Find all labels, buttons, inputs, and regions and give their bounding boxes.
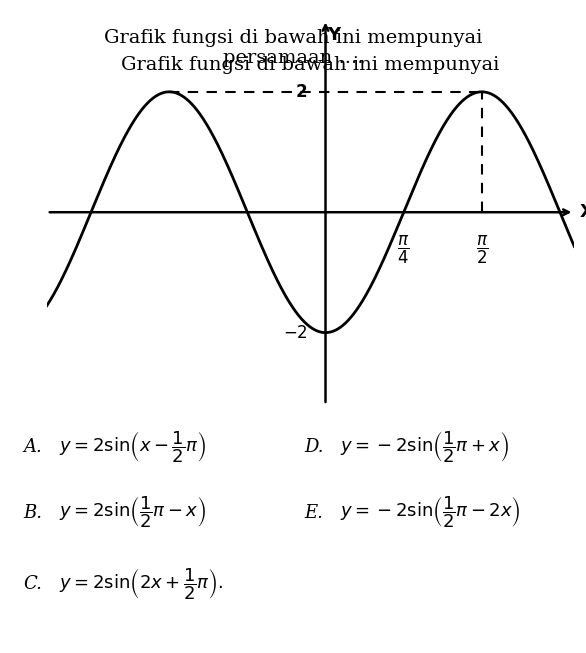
Text: Y: Y xyxy=(327,25,340,44)
Text: C.: C. xyxy=(23,575,42,594)
Text: D.: D. xyxy=(305,438,324,456)
Text: A.: A. xyxy=(23,438,42,456)
Text: $-2$: $-2$ xyxy=(282,324,308,342)
Text: $y=-2\sin\!\left(\dfrac{1}{2}\pi+x\right)$: $y=-2\sin\!\left(\dfrac{1}{2}\pi+x\right… xyxy=(340,430,509,465)
Text: $\dfrac{\pi}{2}$: $\dfrac{\pi}{2}$ xyxy=(475,233,488,266)
Text: 2: 2 xyxy=(296,83,308,101)
Text: $\dfrac{\pi}{4}$: $\dfrac{\pi}{4}$ xyxy=(397,233,410,266)
Text: $y=2\sin\!\left(x-\dfrac{1}{2}\pi\right)$: $y=2\sin\!\left(x-\dfrac{1}{2}\pi\right)… xyxy=(59,430,206,465)
Text: E.: E. xyxy=(305,503,323,522)
Text: $y=-2\sin\!\left(\dfrac{1}{2}\pi-2x\right)$: $y=-2\sin\!\left(\dfrac{1}{2}\pi-2x\righ… xyxy=(340,495,520,530)
Text: B.: B. xyxy=(23,503,42,522)
Text: Grafik fungsi di bawah ini mempunyai: Grafik fungsi di bawah ini mempunyai xyxy=(121,56,500,74)
Text: $y=2\sin\!\left(2x+\dfrac{1}{2}\pi\right).$: $y=2\sin\!\left(2x+\dfrac{1}{2}\pi\right… xyxy=(59,567,223,602)
Text: persamaan ....: persamaan .... xyxy=(223,49,363,67)
Text: Grafik fungsi di bawah ini mempunyai: Grafik fungsi di bawah ini mempunyai xyxy=(104,29,482,48)
Text: X: X xyxy=(579,203,586,221)
Text: $y=2\sin\!\left(\dfrac{1}{2}\pi-x\right)$: $y=2\sin\!\left(\dfrac{1}{2}\pi-x\right)… xyxy=(59,495,206,530)
